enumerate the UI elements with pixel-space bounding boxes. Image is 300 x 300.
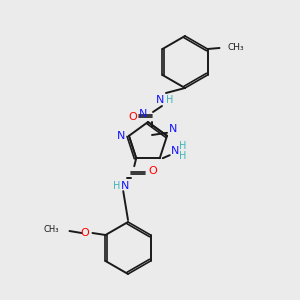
Text: H: H xyxy=(179,141,186,151)
Text: O: O xyxy=(129,112,137,122)
Text: N: N xyxy=(117,131,125,141)
Text: H: H xyxy=(112,181,120,191)
Text: N: N xyxy=(156,95,164,105)
Text: H: H xyxy=(166,95,174,105)
Text: H: H xyxy=(179,151,186,161)
Text: N: N xyxy=(171,146,179,156)
Text: N: N xyxy=(169,124,177,134)
Text: N: N xyxy=(139,109,147,119)
Text: CH₃: CH₃ xyxy=(44,226,59,235)
Text: N: N xyxy=(121,181,129,191)
Text: O: O xyxy=(149,166,158,176)
Text: O: O xyxy=(80,228,89,238)
Text: CH₃: CH₃ xyxy=(227,44,244,52)
